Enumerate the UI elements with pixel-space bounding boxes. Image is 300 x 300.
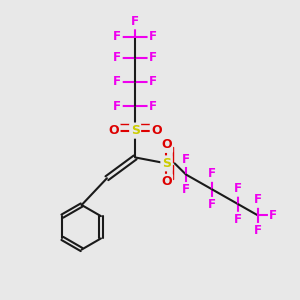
Text: F: F bbox=[234, 182, 242, 195]
Text: F: F bbox=[269, 209, 277, 222]
Text: F: F bbox=[208, 198, 216, 211]
Text: O: O bbox=[161, 175, 172, 188]
Text: S: S bbox=[130, 124, 140, 137]
Text: S: S bbox=[162, 157, 171, 170]
Text: F: F bbox=[149, 100, 157, 113]
Text: F: F bbox=[254, 194, 262, 206]
Text: F: F bbox=[234, 213, 242, 226]
Text: F: F bbox=[254, 224, 262, 237]
Text: F: F bbox=[182, 184, 190, 196]
Text: F: F bbox=[113, 30, 121, 43]
Text: O: O bbox=[161, 138, 172, 152]
Text: F: F bbox=[113, 75, 121, 88]
Text: O: O bbox=[108, 124, 119, 137]
Text: F: F bbox=[149, 30, 157, 43]
Text: F: F bbox=[113, 51, 121, 64]
Text: O: O bbox=[151, 124, 162, 137]
Text: F: F bbox=[182, 153, 190, 166]
Text: F: F bbox=[208, 167, 216, 180]
Text: F: F bbox=[149, 51, 157, 64]
Text: F: F bbox=[149, 75, 157, 88]
Text: F: F bbox=[131, 15, 139, 28]
Text: F: F bbox=[113, 100, 121, 113]
